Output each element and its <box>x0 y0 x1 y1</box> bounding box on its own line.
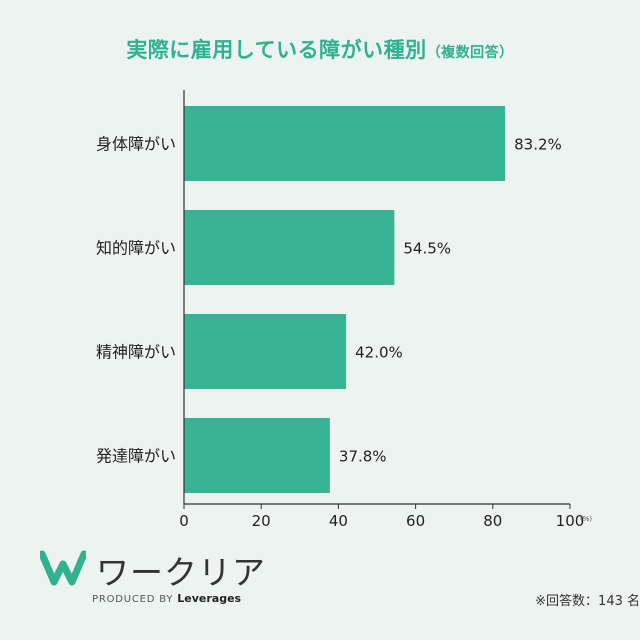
category-label: 身体障がい <box>96 135 176 154</box>
category-label: 発達障がい <box>96 447 176 466</box>
x-tick-label: 20 <box>252 512 271 530</box>
response-count-note: ※回答数：143 名 <box>535 594 640 609</box>
produced-by-label: PRODUCED BY <box>92 594 174 605</box>
logo-wordmark: ワークリア <box>96 553 266 592</box>
value-label: 54.5% <box>403 240 451 258</box>
x-axis-unit: (%) <box>580 515 592 523</box>
x-tick-label: 100 <box>556 512 585 530</box>
x-tick-label: 80 <box>483 512 502 530</box>
bar <box>184 418 330 493</box>
leverages-brand: Leverages <box>177 592 242 605</box>
x-tick-label: 40 <box>329 512 348 530</box>
category-label: 知的障がい <box>96 239 176 258</box>
x-tick-label: 0 <box>179 512 189 530</box>
value-label: 37.8% <box>339 448 387 466</box>
bar <box>184 106 506 181</box>
bar <box>184 314 347 389</box>
x-tick-label: 60 <box>406 512 425 530</box>
category-label: 精神障がい <box>96 343 176 362</box>
value-label: 83.2% <box>514 136 562 154</box>
w-logo-icon <box>40 550 86 586</box>
bar <box>184 210 395 285</box>
chart-title: 実際に雇用している障がい種別（複数回答） <box>0 34 640 64</box>
logo-produced-by: PRODUCED BY Leverages <box>92 592 241 605</box>
chart-title-sub: （複数回答） <box>426 45 514 61</box>
workclear-logo: ワークリア PRODUCED BY Leverages <box>40 548 300 610</box>
chart-title-main: 実際に雇用している障がい種別 <box>126 38 427 62</box>
value-label: 42.0% <box>355 344 403 362</box>
